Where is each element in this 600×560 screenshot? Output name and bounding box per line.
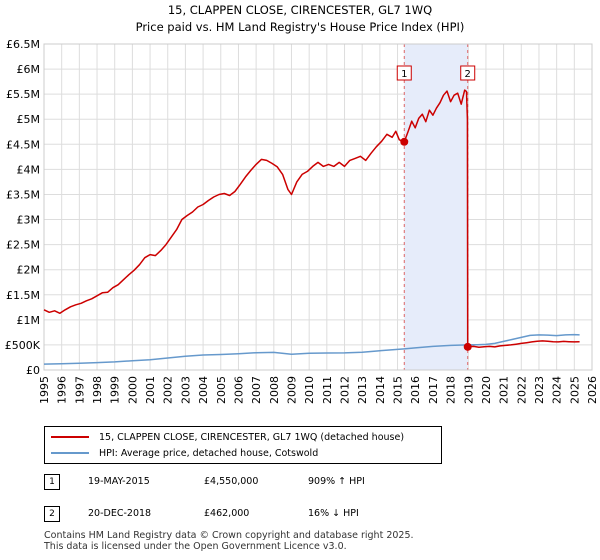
sale-1-badge [396, 65, 412, 81]
x-tick-label: 2026 [586, 376, 599, 404]
x-tick-label: 2018 [445, 376, 458, 404]
x-tick-label: 1998 [91, 376, 104, 404]
sale-date-2: 20-DEC-2018 [88, 508, 152, 519]
y-tick-label: £3M [17, 214, 41, 227]
legend: 15, CLAPPEN CLOSE, CIRENCESTER, GL7 1WQ … [44, 426, 442, 464]
x-tick-label: 2006 [232, 376, 245, 404]
x-tick-label: 2005 [215, 376, 228, 404]
x-tick-label: 2002 [162, 376, 175, 404]
hpi-line [43, 333, 580, 365]
chart-subtitle: Price paid vs. HM Land Registry's House … [136, 20, 465, 34]
x-tick-label: 2007 [250, 376, 263, 404]
x-tick-label: 2012 [339, 376, 352, 404]
legend-item-property: 15, CLAPPEN CLOSE, CIRENCESTER, GL7 1WQ … [51, 430, 404, 444]
y-tick-label: £5M [17, 113, 41, 126]
sale-hpi-1: 909% ↑ HPI [308, 476, 365, 487]
x-tick-label: 2000 [126, 376, 139, 404]
x-tick-label: 2023 [533, 376, 546, 404]
y-tick-label: £6M [17, 63, 41, 76]
ownership-shading [404, 44, 468, 370]
sale-badge-1: 1 [44, 474, 60, 490]
footer: Contains HM Land Registry data © Crown c… [44, 530, 414, 552]
sale-2-badge-label: 2 [465, 69, 471, 80]
sale-1-badge-label: 1 [401, 69, 407, 80]
legend-label-hpi: HPI: Average price, detached house, Cots… [99, 447, 319, 459]
y-tick-label: £0 [26, 364, 40, 377]
sale-price-1: £4,550,000 [204, 476, 259, 487]
x-tick-label: 2011 [321, 376, 334, 404]
x-tick-label: 2004 [197, 376, 210, 404]
sale-date-1: 19-MAY-2015 [88, 476, 150, 487]
plot-border [43, 43, 593, 371]
y-tick-label: £500K [5, 339, 41, 352]
footer-line-2: This data is licensed under the Open Gov… [44, 541, 347, 552]
x-tick-label: 2009 [285, 376, 298, 404]
x-tick-label: 2015 [392, 376, 405, 404]
y-tick-label: £1M [17, 314, 41, 327]
plot-area [44, 44, 592, 370]
x-tick-label: 2021 [498, 376, 511, 404]
property-price-line [43, 89, 580, 348]
sale-badge-2: 2 [44, 506, 60, 522]
x-tick-label: 2001 [144, 376, 157, 404]
x-tick-label: 2019 [462, 376, 475, 404]
footer-line-1: Contains HM Land Registry data © Crown c… [44, 530, 414, 541]
x-tick-label: 2010 [303, 376, 316, 404]
y-tick-label: £5.5M [6, 88, 40, 101]
legend-swatch-property [51, 436, 89, 438]
y-tick-label: £3.5M [6, 188, 40, 201]
chart-title: 15, CLAPPEN CLOSE, CIRENCESTER, GL7 1WQ [168, 3, 432, 17]
sale-2-point [463, 342, 472, 351]
legend-swatch-hpi [51, 452, 89, 454]
x-tick-label: 2016 [409, 376, 422, 404]
y-tick-label: £6.5M [6, 38, 40, 51]
x-tick-label: 2013 [356, 376, 369, 404]
x-tick-label: 2003 [179, 376, 192, 404]
y-tick-label: £4M [17, 163, 41, 176]
x-tick-label: 2024 [551, 376, 564, 404]
y-tick-label: £2.5M [6, 239, 40, 252]
x-tick-label: 1999 [109, 376, 122, 404]
sale-2-badge [460, 65, 476, 81]
x-tick-label: 2008 [268, 376, 281, 404]
y-tick-label: £4.5M [6, 138, 40, 151]
x-tick-label: 2014 [374, 376, 387, 404]
sale-hpi-2: 16% ↓ HPI [308, 508, 359, 519]
sale-1-point [400, 137, 409, 146]
x-tick-label: 1997 [73, 376, 86, 404]
price-chart: 15, CLAPPEN CLOSE, CIRENCESTER, GL7 1WQ … [5, 3, 599, 404]
y-tick-label: £1.5M [6, 289, 40, 302]
y-tick-label: £2M [17, 264, 41, 277]
legend-item-hpi: HPI: Average price, detached house, Cots… [51, 446, 318, 460]
x-tick-label: 2025 [568, 376, 581, 404]
x-tick-label: 2020 [480, 376, 493, 404]
sale-price-2: £462,000 [204, 508, 250, 519]
legend-label-property: 15, CLAPPEN CLOSE, CIRENCESTER, GL7 1WQ … [99, 431, 405, 443]
x-tick-label: 2022 [515, 376, 528, 404]
x-tick-label: 2017 [427, 376, 440, 404]
x-tick-label: 1996 [56, 376, 69, 404]
x-tick-label: 1995 [38, 376, 51, 404]
